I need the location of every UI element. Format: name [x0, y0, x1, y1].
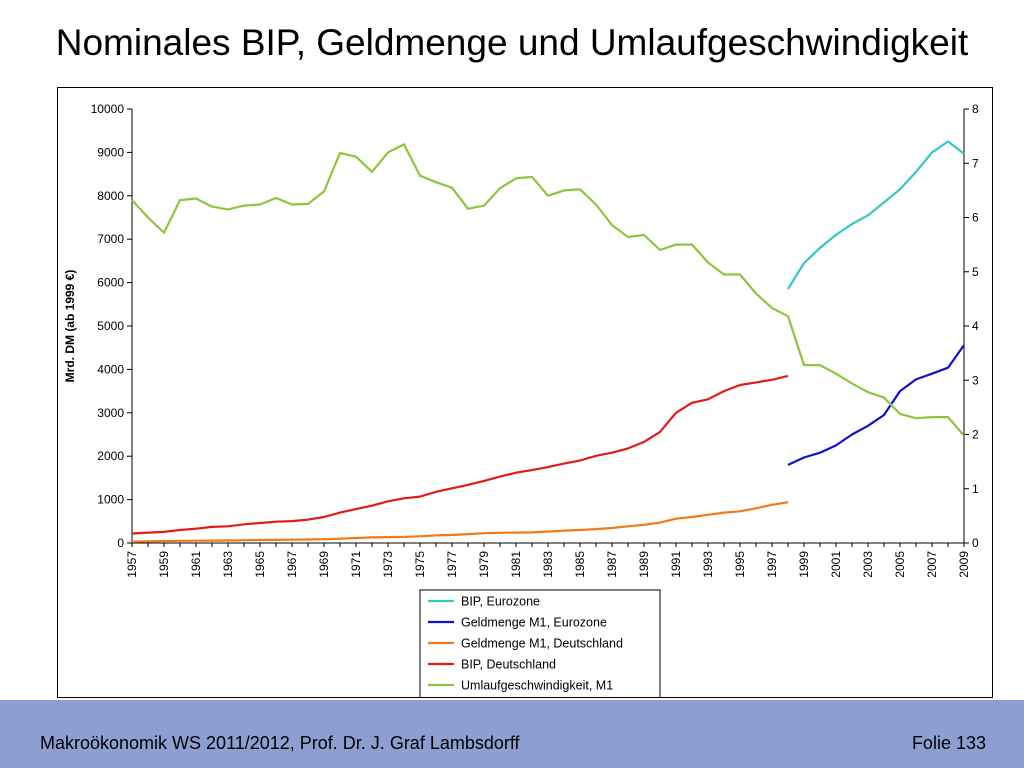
x-tick-label: 1969	[317, 551, 331, 578]
left-y-tick-label: 4000	[97, 362, 124, 376]
left-y-tick-label: 10000	[91, 102, 125, 116]
x-tick-label: 1999	[797, 551, 811, 578]
legend-entry-2: Geldmenge M1, Eurozone	[461, 616, 607, 630]
x-tick-label: 1959	[157, 551, 171, 578]
x-tick-label: 2003	[861, 551, 875, 578]
slide-title: Nominales BIP, Geldmenge und Umlaufgesch…	[55, 22, 969, 63]
x-tick-label: 1991	[669, 551, 683, 578]
footer-slide-number: Folie 133	[911, 733, 986, 753]
chart-legend: BIP, Eurozone Geldmenge M1, Eurozone Geldm…	[419, 589, 661, 697]
x-tick-label: 1983	[541, 551, 555, 578]
left-y-tick-label: 7000	[97, 232, 124, 246]
right-y-tick-label: 2	[972, 428, 979, 442]
footer-course-label: Makroökonomik WS 2011/2012, Prof. Dr. J.…	[40, 733, 520, 753]
x-tick-label: 1989	[637, 551, 651, 578]
x-tick-label: 1993	[701, 551, 715, 578]
left-y-tick-label: 2000	[97, 449, 124, 463]
left-y-tick-label: 5000	[97, 319, 124, 333]
x-tick-label: 2001	[829, 551, 843, 578]
right-y-tick-label: 0	[972, 536, 979, 550]
x-tick-label: 1973	[381, 551, 395, 578]
x-tick-label: 1967	[285, 551, 299, 578]
line-chart: 0 1000 2000 3000 4000 5000 6000 7000 8000 9000 100…	[63, 102, 979, 697]
x-tick-label: 1961	[189, 551, 203, 578]
right-y-tick-label: 5	[972, 265, 979, 279]
x-tick-label: 1965	[253, 551, 267, 578]
series-line-3	[131, 501, 789, 543]
right-y-tick-label: 4	[972, 319, 979, 333]
x-tick-label: 2009	[957, 551, 971, 578]
x-tick-label: 1997	[765, 551, 779, 578]
x-tick-label: 1963	[221, 551, 235, 578]
legend-box	[419, 589, 661, 697]
right-y-tick-label: 6	[972, 211, 979, 225]
left-y-tick-label: 6000	[97, 276, 124, 290]
legend-entry-3: Geldmenge M1, Deutschland	[461, 637, 623, 651]
right-y-tick-label: 7	[972, 156, 979, 170]
left-y-tick-label: 9000	[97, 145, 124, 159]
left-y-tick-label: 1000	[97, 493, 124, 507]
x-tick-label: 1981	[509, 551, 523, 578]
series-line-2	[787, 344, 965, 466]
chart-frame: 0 1000 2000 3000 4000 5000 6000 7000 8000 9000 100…	[57, 87, 993, 698]
x-tick-label: 2005	[893, 551, 907, 578]
x-tick-label: 1971	[349, 551, 363, 578]
x-tick-label: 1957	[125, 551, 139, 578]
right-y-tick-label: 1	[972, 482, 979, 496]
x-tick-label: 1995	[733, 551, 747, 578]
series-line-5	[131, 143, 965, 437]
x-tick-label: 1987	[605, 551, 619, 578]
legend-entry-5: Umlaufgeschwindigkeit, M1	[461, 679, 613, 693]
x-tick-label: 1975	[413, 551, 427, 578]
x-tick-label: 2007	[925, 551, 939, 578]
right-y-tick-label: 8	[972, 102, 979, 116]
y-axis-label: Mrd. DM (ab 1999 €)	[63, 270, 77, 383]
x-tick-label: 1985	[573, 551, 587, 578]
left-y-tick-label: 3000	[97, 406, 124, 420]
legend-entry-1: BIP, Eurozone	[461, 595, 540, 609]
right-y-tick-label: 3	[972, 373, 979, 387]
footer-bar: Makroökonomik WS 2011/2012, Prof. Dr. J.…	[0, 700, 1024, 768]
legend-entry-4: BIP, Deutschland	[461, 658, 556, 672]
series-line-1	[787, 140, 965, 290]
series-line-4	[131, 374, 789, 535]
x-tick-label: 1979	[477, 551, 491, 578]
left-y-tick-label: 8000	[97, 189, 124, 203]
x-tick-label: 1977	[445, 551, 459, 578]
left-y-tick-label: 0	[117, 536, 124, 550]
